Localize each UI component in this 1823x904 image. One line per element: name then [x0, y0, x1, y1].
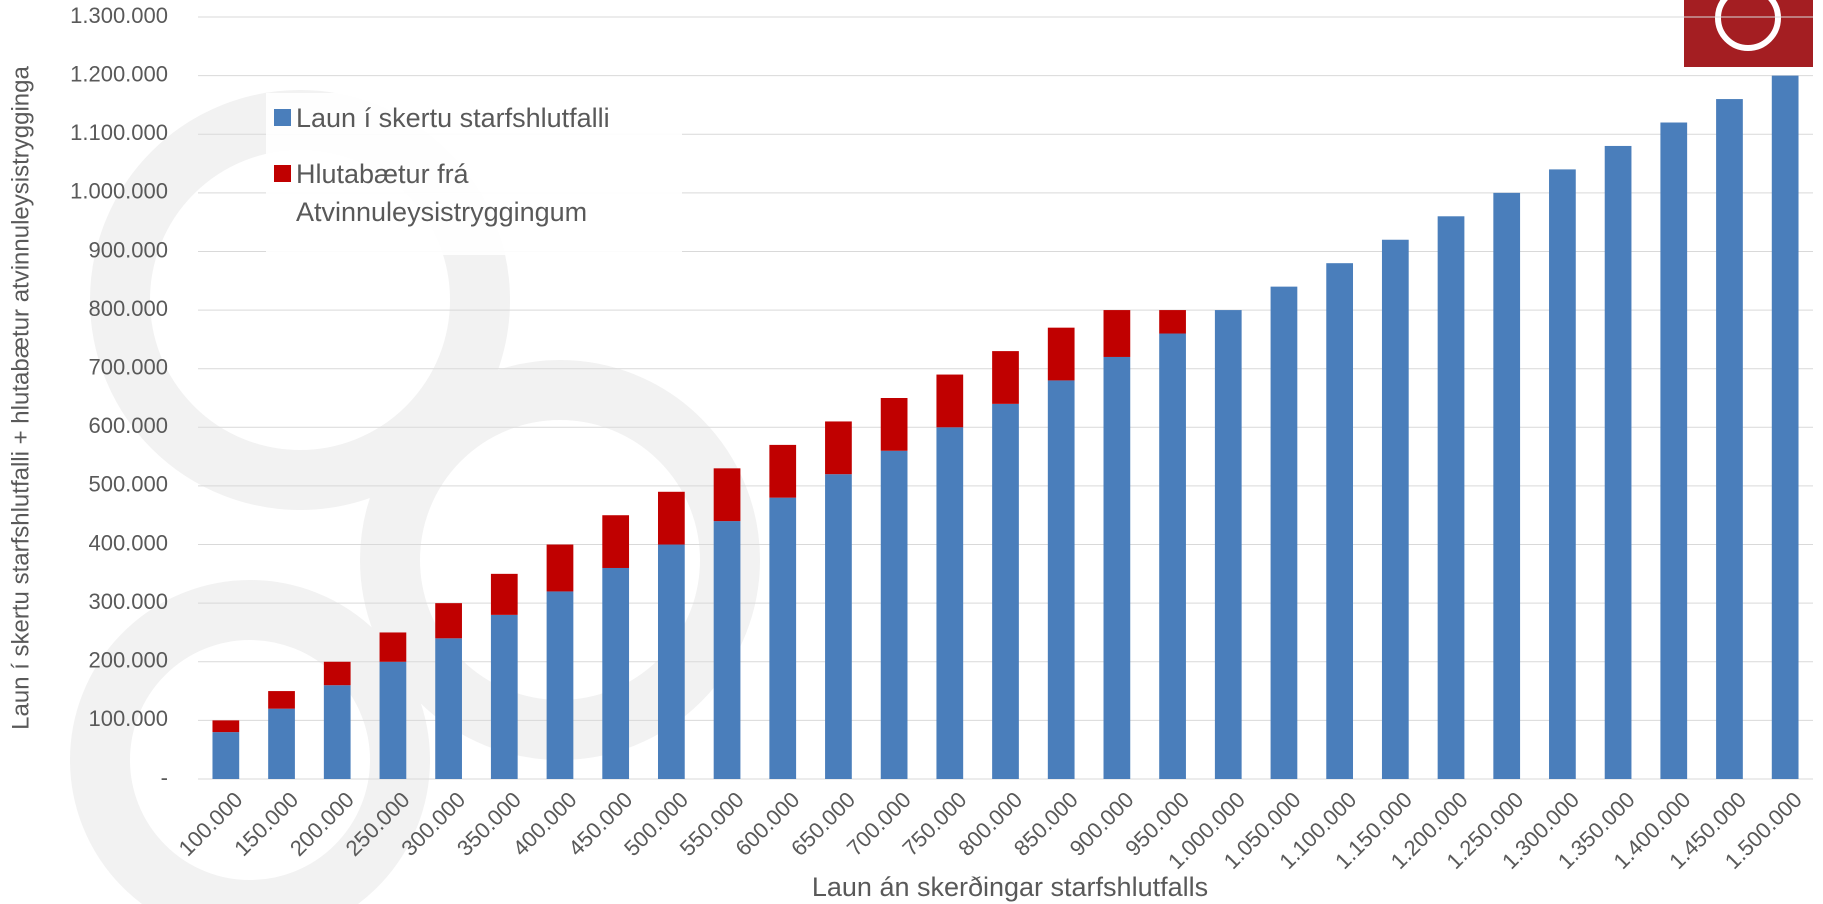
- bar-segment: [936, 427, 964, 779]
- y-tick-label: 500.000: [88, 472, 168, 497]
- bar-segment: [769, 444, 797, 498]
- bar-segment: [1660, 122, 1688, 779]
- bar-segment: [769, 497, 797, 779]
- y-tick-label: 1.200.000: [70, 61, 168, 86]
- bar-segment: [379, 661, 407, 779]
- y-tick-label: -: [161, 765, 168, 790]
- bar-segment: [825, 474, 852, 779]
- bar-segment: [1381, 239, 1409, 779]
- bar-segment: [212, 732, 240, 779]
- y-tick-label: 700.000: [88, 355, 168, 380]
- bar-segment: [1771, 75, 1799, 780]
- bar-segment: [1214, 310, 1242, 779]
- bar-segment: [1103, 310, 1131, 357]
- bar-segment: [435, 603, 462, 639]
- bar-segment: [825, 421, 852, 475]
- bar-segment: [1437, 216, 1465, 780]
- legend-label: Hlutabætur frá Atvinnuleysistryggingum: [296, 159, 588, 227]
- bar-segment: [657, 491, 685, 545]
- bar-segment: [1047, 380, 1075, 779]
- y-tick-label: 1.300.000: [70, 3, 168, 28]
- logo: [1684, 0, 1813, 67]
- legend-swatch: [274, 109, 291, 126]
- x-axis-title: Laun án skerðingar starfshlutfalls: [812, 872, 1208, 902]
- bar-segment: [1716, 99, 1743, 780]
- bar-segment: [1159, 310, 1186, 334]
- y-tick-label: 1.000.000: [70, 179, 168, 204]
- bar-segment: [1270, 286, 1298, 779]
- y-tick-label: 300.000: [88, 589, 168, 614]
- bar-segment: [1604, 145, 1632, 779]
- bar-segment: [268, 708, 295, 779]
- y-axis-title: Laun í skertu starfshlutfalli + hlutabæt…: [7, 66, 34, 730]
- bar-segment: [992, 351, 1019, 404]
- y-tick-label: 1.100.000: [70, 120, 168, 145]
- bars: [212, 75, 1799, 780]
- y-tick-label: 900.000: [88, 237, 168, 262]
- bar-segment: [323, 685, 351, 779]
- bar-segment: [602, 515, 630, 568]
- bar-segment: [880, 450, 908, 779]
- bar-segment: [323, 661, 351, 686]
- bar-segment: [379, 632, 407, 662]
- bar-segment: [713, 521, 741, 779]
- bar-segment: [880, 398, 908, 451]
- y-tick-label: 100.000: [88, 706, 168, 731]
- bar-segment: [1549, 169, 1576, 779]
- bar-segment: [435, 638, 462, 779]
- bar-segment: [713, 468, 741, 522]
- y-tick-label: 800.000: [88, 296, 168, 321]
- legend-swatch: [274, 165, 291, 182]
- legend-item: Laun í skertu starfshlutfalli: [274, 99, 674, 137]
- bar-segment: [657, 544, 685, 779]
- bar-segment: [546, 544, 574, 592]
- bar-segment: [490, 614, 518, 779]
- bar-segment: [1493, 192, 1521, 779]
- bar-segment: [268, 691, 295, 709]
- y-tick-label: 200.000: [88, 648, 168, 673]
- legend-item: Hlutabætur frá Atvinnuleysistryggingum: [274, 155, 674, 231]
- bar-segment: [936, 374, 964, 428]
- bar-segment: [602, 567, 630, 779]
- bar-segment: [490, 573, 518, 615]
- bar-segment: [1159, 333, 1186, 779]
- bar-segment: [1326, 263, 1354, 780]
- bar-segment: [212, 720, 240, 733]
- bar-segment: [992, 403, 1019, 779]
- legend: Laun í skertu starfshlutfalli Hlutabætur …: [266, 93, 682, 255]
- bar-segment: [546, 591, 574, 779]
- bar-segment: [1047, 327, 1075, 381]
- legend-label: Laun í skertu starfshlutfalli: [296, 103, 610, 133]
- y-tick-label: 600.000: [88, 413, 168, 438]
- bar-segment: [1103, 356, 1131, 779]
- y-tick-label: 400.000: [88, 530, 168, 555]
